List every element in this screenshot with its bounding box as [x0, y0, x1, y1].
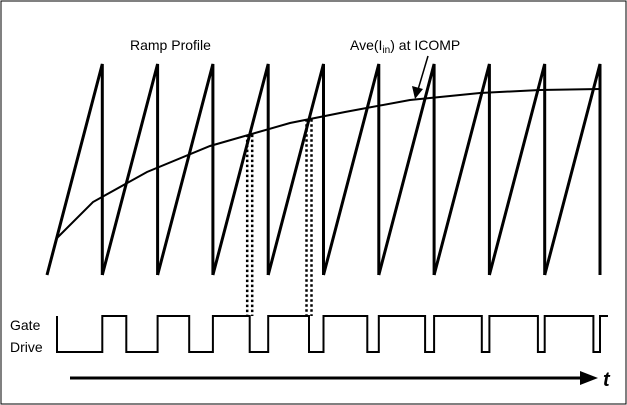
ramp-cycle [45, 63, 104, 276]
ramp-cycle [377, 63, 436, 276]
callout-arrowhead [412, 86, 423, 99]
ramp-cycle [266, 63, 325, 276]
average-current-label: Ave(Iin) at ICOMP [350, 37, 460, 56]
gate-label: Gate [10, 317, 41, 333]
ramp-cycle [156, 63, 215, 276]
ramp-cycle [543, 63, 602, 276]
callout-arrow-line [416, 55, 429, 94]
ramp-cycle [487, 63, 547, 276]
time-axis-arrowhead [580, 371, 598, 385]
ramp-cycle [432, 63, 491, 276]
ramp-profile-waveform [45, 63, 602, 276]
average-current-curve [56, 88, 601, 239]
ramp-profile-label: Ramp Profile [130, 37, 211, 53]
ramp-cycle [322, 63, 381, 276]
drive-label: Drive [10, 339, 43, 355]
time-axis-label: t [603, 369, 611, 391]
gate-drive-waveform [56, 315, 608, 353]
ramp-cycle [100, 63, 160, 276]
ramp-cycle [211, 63, 270, 276]
intersection-dotted-lines [245, 119, 313, 316]
